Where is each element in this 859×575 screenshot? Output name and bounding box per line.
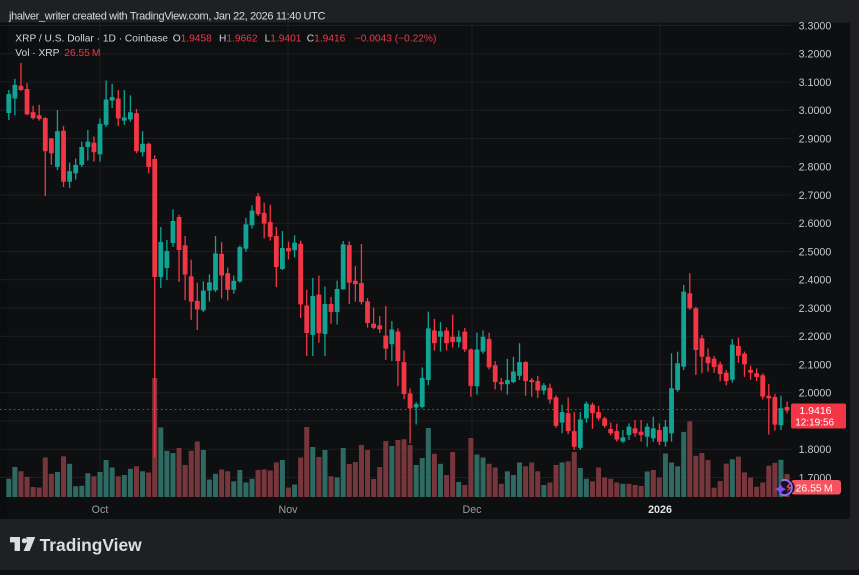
svg-text:2.6000: 2.6000 [799,218,832,230]
svg-text:2.7000: 2.7000 [799,190,832,202]
svg-text:2.5000: 2.5000 [799,246,832,258]
svg-text:2.3000: 2.3000 [799,303,832,315]
svg-text:12:19:56: 12:19:56 [795,417,834,428]
svg-text:O1.9458: O1.9458 [173,34,212,45]
svg-text:XRP / U.S. Dollar · 1D · Coinb: XRP / U.S. Dollar · 1D · Coinbase [15,34,168,45]
svg-text:Dec: Dec [462,504,482,516]
svg-text:2.9000: 2.9000 [799,133,832,145]
svg-text:Nov: Nov [278,504,298,516]
svg-text:2.8000: 2.8000 [799,162,832,174]
svg-text:Vol · XRP: Vol · XRP [15,48,59,59]
svg-text:1.8000: 1.8000 [799,444,832,456]
svg-text:L1.9401: L1.9401 [265,34,302,45]
svg-text:3.3000: 3.3000 [799,20,832,32]
svg-text:3.2000: 3.2000 [799,49,832,61]
svg-text:−0.0043 (−0.22%): −0.0043 (−0.22%) [355,34,437,45]
svg-text:3.0000: 3.0000 [799,105,832,117]
svg-text:jhalver_writer created with Tr: jhalver_writer created with TradingView.… [8,10,326,22]
svg-text:2.4000: 2.4000 [799,275,832,287]
svg-text:2026: 2026 [648,504,672,516]
svg-text:26.55 M: 26.55 M [64,48,100,59]
svg-text:H1.9662: H1.9662 [219,34,258,45]
svg-text:3.1000: 3.1000 [799,77,832,89]
svg-text:2.2000: 2.2000 [799,331,832,343]
svg-text:C1.9416: C1.9416 [307,34,346,45]
svg-text:2.0000: 2.0000 [799,388,832,400]
svg-text:TradingView: TradingView [40,535,143,555]
svg-text:1.9416: 1.9416 [799,405,831,417]
svg-text:Oct: Oct [92,504,109,516]
svg-text:26.55 M: 26.55 M [796,482,833,494]
svg-text:2.1000: 2.1000 [799,359,832,371]
